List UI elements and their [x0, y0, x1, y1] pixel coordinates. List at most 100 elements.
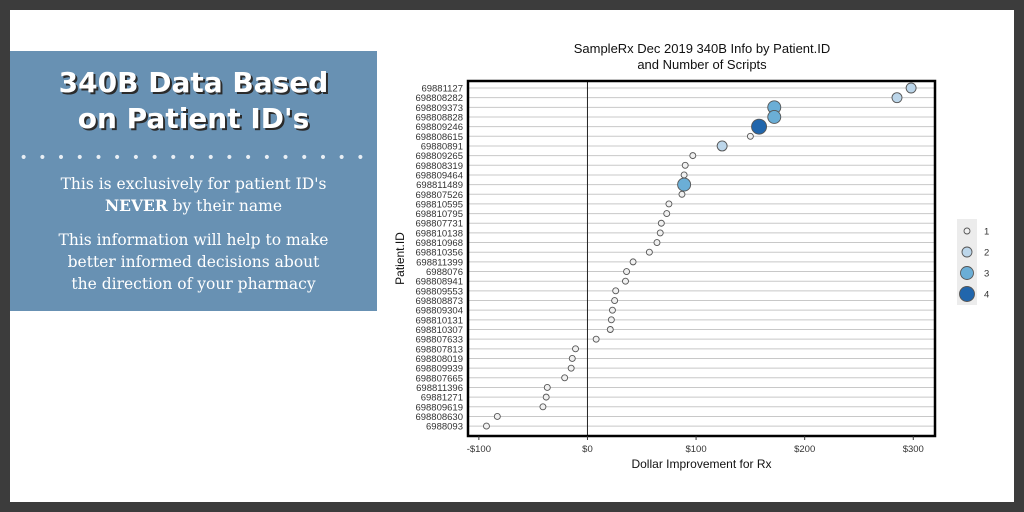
y-tick-label: 698808319 — [415, 161, 463, 172]
y-tick-label: 698810131 — [415, 315, 463, 326]
chart-subtitle: and Number of Scripts — [637, 57, 767, 72]
y-tick-label: 698808615 — [415, 132, 463, 143]
y-tick-label: 698809939 — [415, 364, 463, 375]
data-point — [653, 239, 661, 247]
y-tick-label: 698808873 — [415, 296, 463, 307]
data-point — [607, 316, 615, 324]
y-tick-label: 698810795 — [415, 209, 463, 220]
legend-label: 2 — [984, 248, 989, 259]
data-point — [689, 152, 697, 160]
data-point — [677, 177, 692, 192]
y-tick-label: 698808828 — [415, 112, 463, 123]
y-tick-label: 698809304 — [415, 306, 463, 317]
panel-title-line2: on Patient ID's — [77, 102, 310, 135]
panel-text-line2: NEVER by their name — [10, 195, 377, 217]
legend-label: 1 — [984, 227, 989, 238]
data-point — [567, 364, 575, 372]
y-tick-label: 698809464 — [415, 170, 463, 181]
y-tick-label: 698811396 — [416, 383, 463, 394]
data-point — [608, 306, 616, 314]
y-tick-label: 69880891 — [421, 141, 463, 152]
legend-key — [961, 246, 973, 258]
y-tick-label: 698808019 — [415, 354, 463, 365]
data-point — [746, 132, 754, 140]
y-tick-label: 698810307 — [415, 325, 463, 336]
legend-label: 4 — [984, 290, 989, 301]
data-point — [680, 171, 688, 179]
y-tick-label: 698810356 — [415, 248, 463, 259]
info-panel: 340B Data Based on Patient ID's • • • • … — [10, 51, 377, 311]
data-point — [612, 287, 620, 295]
y-tick-label: 698807813 — [415, 344, 463, 355]
chart-title: SampleRx Dec 2019 340B Info by Patient.I… — [574, 41, 831, 56]
data-point — [656, 229, 664, 237]
y-tick-label: 698807526 — [415, 190, 463, 201]
y-tick-label: 698810595 — [415, 199, 463, 210]
y-tick-label: 698808282 — [415, 93, 463, 104]
y-tick-label: 698808630 — [415, 412, 463, 423]
data-point — [678, 190, 686, 198]
panel-text-line4: better informed decisions about — [67, 253, 320, 271]
y-tick-label: 698810138 — [415, 228, 463, 239]
data-point — [539, 403, 547, 411]
x-tick-label: $100 — [685, 444, 706, 455]
data-point — [623, 268, 631, 275]
legend-key — [963, 227, 971, 235]
data-point — [543, 384, 551, 391]
data-point — [622, 277, 629, 285]
panel-text-line1: This is exclusively for patient ID's — [60, 175, 327, 193]
data-point — [657, 219, 665, 227]
y-tick-label: 698807633 — [415, 335, 463, 346]
y-tick-label: 6988076 — [426, 267, 463, 278]
legend-label: 3 — [984, 269, 989, 280]
x-tick-label: $200 — [794, 444, 815, 455]
x-axis-label: Dollar Improvement for Rx — [631, 457, 771, 471]
data-point — [493, 412, 501, 420]
x-tick-label: -$100 — [467, 444, 491, 455]
panel-text-line3: This information will help to make — [58, 231, 329, 249]
y-tick-label: 69881127 — [421, 84, 463, 95]
y-tick-label: 698809553 — [415, 286, 463, 297]
y-tick-label: 698810968 — [415, 238, 463, 249]
dotted-divider: • • • • • • • • • • • • • • • • • • • — [19, 150, 368, 166]
data-point — [606, 326, 614, 333]
data-point — [663, 210, 671, 218]
data-point — [561, 374, 569, 382]
y-tick-label: 69881271 — [421, 393, 463, 404]
x-tick-label: $0 — [582, 444, 593, 455]
y-tick-label: 698809373 — [415, 103, 463, 114]
legend-key — [960, 266, 974, 280]
y-tick-label: 698808941 — [415, 277, 463, 288]
y-tick-label: 698807665 — [415, 373, 463, 384]
legend-key-background — [957, 219, 977, 305]
data-point — [483, 422, 490, 430]
panel-title-line1: 340B Data Based — [58, 66, 329, 99]
data-point — [629, 258, 637, 266]
x-tick-label: $300 — [903, 444, 924, 455]
data-point — [905, 82, 917, 94]
y-tick-label: 6988093 — [426, 422, 463, 433]
panel-text-line5: the direction of your pharmacy — [71, 275, 316, 293]
data-point — [665, 200, 673, 208]
y-tick-label: 698811489 — [416, 180, 463, 191]
y-axis-label: Patient.ID — [393, 232, 407, 285]
data-point — [645, 248, 653, 256]
data-point — [767, 110, 782, 124]
never-emphasis: NEVER — [104, 196, 168, 215]
plot-border — [466, 79, 937, 438]
y-tick-label: 698811399 — [416, 257, 463, 268]
data-point — [751, 118, 768, 135]
data-point — [542, 393, 550, 401]
y-tick-label: 698809265 — [415, 151, 463, 162]
data-point — [568, 355, 576, 362]
panel-title: 340B Data Based on Patient ID's — [10, 65, 377, 137]
panel-text-line2-rest: by their name — [167, 197, 283, 215]
legend-key — [959, 286, 975, 302]
y-tick-label: 698807731 — [415, 219, 463, 230]
data-point — [611, 297, 619, 304]
y-tick-label: 698809619 — [415, 402, 463, 413]
data-point — [592, 335, 600, 343]
y-tick-label: 698809246 — [415, 122, 463, 133]
data-point — [572, 345, 579, 353]
